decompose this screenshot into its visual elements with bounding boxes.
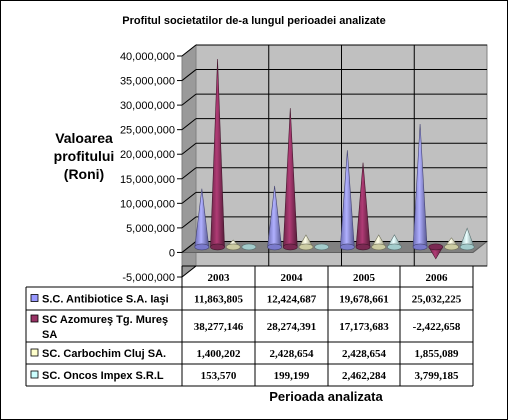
legend-key <box>30 314 39 323</box>
gridline-side <box>181 265 197 278</box>
legend-key <box>30 348 39 357</box>
data-cell: 2,428,654 <box>342 348 387 360</box>
cone-base <box>371 243 387 251</box>
gridline-side <box>181 191 197 204</box>
data-cell: 2,428,654 <box>270 348 315 360</box>
y-axis-label-line-2: profitului <box>54 148 115 164</box>
cone-2004-3 <box>314 243 329 251</box>
y-tick-label: 5,000,000 <box>126 223 175 235</box>
cone-base <box>428 243 444 251</box>
gridline-side <box>181 93 197 106</box>
cone-base <box>459 243 475 251</box>
y-tick-label: 40,000,000 <box>120 51 175 63</box>
cone-2003-3 <box>241 243 257 251</box>
cone-2003-0 <box>194 188 210 251</box>
data-cell: 38,277,146 <box>194 321 244 333</box>
y-tick-label: 15,000,000 <box>120 174 175 186</box>
data-cell: 199,199 <box>274 370 310 382</box>
data-cell: 25,032,225 <box>412 294 462 306</box>
cone-base <box>444 243 459 251</box>
data-cell: 3,799,185 <box>415 370 460 382</box>
plot-walls <box>180 43 489 279</box>
y-tick-label: 35,000,000 <box>120 76 175 88</box>
cone-2005-3 <box>386 234 402 251</box>
gridline-side <box>181 118 197 131</box>
data-cell: 28,274,391 <box>267 321 317 333</box>
y-tick-label: -5,000,000 <box>122 272 175 284</box>
data-cell: 153,570 <box>201 370 237 382</box>
gridline-side <box>181 142 197 155</box>
data-cell: -2,422,658 <box>413 321 461 333</box>
gridline-side <box>181 241 197 253</box>
y-axis-label-line-1: Valoarea <box>55 130 113 146</box>
series-name: SA <box>42 329 57 341</box>
legend-key <box>30 370 39 379</box>
legend-key <box>30 294 39 302</box>
cone-base <box>355 243 371 251</box>
gridline-side <box>181 69 197 81</box>
category-label: 2004 <box>281 272 304 284</box>
category-label: 2003 <box>208 272 231 284</box>
cone-2005-1 <box>355 162 371 251</box>
y-axis-label-line-3: (Roni) <box>64 166 104 182</box>
cone-base <box>267 243 282 251</box>
cone-2005-2 <box>371 234 387 251</box>
cone-base <box>241 243 257 251</box>
cone-base <box>387 243 402 251</box>
series-name: SC. Carbochim Cluj SA. <box>42 348 166 360</box>
chart-title: Profitul societatilor de-a lungul perioa… <box>122 15 385 27</box>
gridline-side <box>181 167 197 180</box>
cone-base <box>340 243 355 251</box>
gridline-side <box>181 44 197 57</box>
side-wall <box>181 43 197 279</box>
series-name: SC Azomureş Tg. Mureş <box>42 314 168 326</box>
cone-2003-1 <box>210 58 225 251</box>
cone-base <box>194 243 210 251</box>
cone-base <box>412 243 428 251</box>
cone-2004-2 <box>298 234 314 251</box>
cone-2006-1 <box>428 243 444 260</box>
data-cell: 17,173,683 <box>339 321 389 333</box>
data-cell: 11,863,805 <box>194 294 243 306</box>
data-cell: 1,855,089 <box>415 348 460 360</box>
category-label: 2006 <box>426 272 449 284</box>
cone-2006-3 <box>459 227 475 251</box>
cone-2004-1 <box>282 108 298 251</box>
data-cones <box>194 58 475 260</box>
category-label: 2005 <box>353 272 376 284</box>
y-tick-label: 0 <box>169 247 175 259</box>
y-tick-labels: 40,000,000 35,000,000 30,000,000 25,000,000… <box>120 51 175 284</box>
cone-base <box>282 243 298 251</box>
cone-2006-2 <box>443 237 460 251</box>
cone-base <box>210 243 225 251</box>
cone-base <box>225 243 241 251</box>
cone-base <box>298 243 314 251</box>
cone-base <box>314 243 329 251</box>
cone-2003-2 <box>225 239 241 251</box>
data-table: 2003 2004 2005 2006 S.C. Antibiotice S.A. Ia… <box>25 265 474 387</box>
cone-2005-0 <box>340 150 355 251</box>
y-tick-label: 10,000,000 <box>120 198 175 210</box>
data-cell: 1,400,202 <box>197 348 242 360</box>
x-axis-label: Perioada analizata <box>269 389 383 404</box>
y-tick-label: 30,000,000 <box>120 100 175 112</box>
data-cell: 19,678,661 <box>339 294 389 306</box>
data-cell: 2,462,284 <box>342 370 387 382</box>
series-name: S.C. Antibiotice S.A. Iaşi <box>42 294 169 306</box>
gridline-side <box>181 216 197 229</box>
cone-2004-0 <box>267 185 282 251</box>
y-tick-label: 20,000,000 <box>120 149 175 161</box>
series-name: SC. Oncos Impex S.R.L <box>42 370 164 382</box>
cone-2006-0 <box>412 123 428 251</box>
data-cell: 12,424,687 <box>267 294 317 306</box>
y-tick-label: 25,000,000 <box>120 125 175 137</box>
